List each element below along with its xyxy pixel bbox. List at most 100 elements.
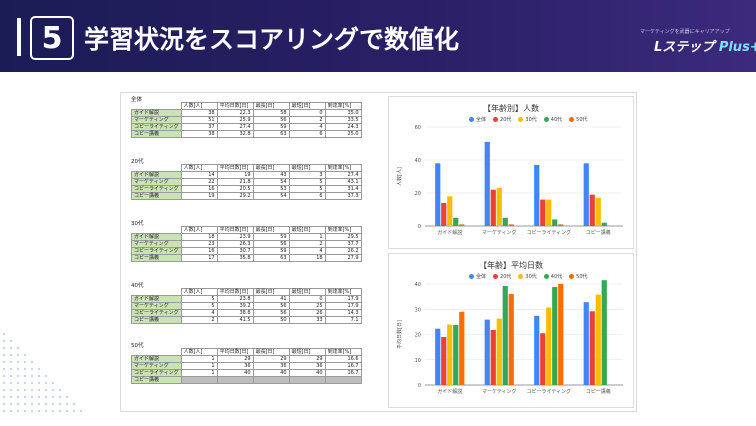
table-cell: 40: [216, 369, 254, 377]
column-header: 平均日数[日]: [216, 164, 254, 172]
decor-dot: [37, 402, 41, 406]
column-header: 到達率[%]: [324, 226, 362, 234]
column-header: 最長[日]: [252, 102, 290, 110]
group-title: 全体: [131, 97, 143, 103]
decor-dot: [65, 395, 69, 399]
table-cell: 37.7: [324, 240, 362, 248]
table-row: マーケティング 5 39.2 56 25 17.9: [131, 302, 362, 310]
x-tick-label: ガイド解説: [437, 229, 462, 236]
table-row: コピー講義 38 32.8 63 6 25.0: [131, 130, 362, 138]
logo-tagline: マーケティングを武器にキャリアアップ: [640, 29, 730, 35]
table-cell: 24.3: [324, 123, 362, 131]
x-tick-label: コピーライティング: [526, 388, 571, 395]
row-label: ガイド解説: [131, 171, 182, 179]
column-header: 平均日数[日]: [216, 348, 254, 356]
table-cell: 26: [288, 309, 326, 317]
group-title: 50代: [131, 343, 144, 349]
decor-dot: [16, 360, 20, 364]
table-cell: 18: [288, 254, 326, 262]
table-cell: 41: [252, 295, 290, 303]
table-cell: 19: [180, 192, 218, 200]
bar: [540, 333, 546, 385]
y-tick-label: 10: [415, 358, 421, 364]
group-title: 20代: [131, 159, 144, 165]
table-cell: 1: [288, 233, 326, 241]
decor-dot: [9, 395, 13, 399]
bar: [496, 188, 502, 226]
decor-dot: [2, 402, 6, 406]
chart-average-days-by-age: 【年齢】平均日数 全体 20代 30代 40代 50代 0 10 20 30 40 平均日数[日]…: [388, 253, 634, 408]
legend-label: 30代: [525, 274, 537, 280]
table-header-row: 人数[人] 平均日数[日] 最長[日] 最短[日] 到達率[%]: [132, 226, 362, 234]
table-cell: 19: [216, 171, 254, 179]
decor-dot: [23, 381, 27, 385]
row-label: ガイド解説: [131, 109, 182, 117]
table-cell: 38: [180, 130, 218, 138]
table-cell: 16.6: [324, 355, 362, 363]
table-cell: 22.3: [216, 109, 254, 117]
table-cell: 63: [252, 130, 290, 138]
decor-dot: [30, 395, 34, 399]
table-cell: 56: [252, 302, 290, 310]
x-tick-label: マーケティング: [482, 388, 517, 395]
table-cell: 36: [288, 362, 326, 370]
header-blank-cell: [132, 165, 182, 172]
table-cell: [216, 376, 254, 384]
legend-item: 40代: [543, 116, 562, 123]
column-header: 最短[日]: [288, 348, 326, 356]
decor-dot: [23, 409, 27, 413]
column-header: 最短[日]: [288, 288, 326, 296]
decor-dot: [2, 339, 6, 343]
decor-dot: [51, 381, 55, 385]
column-header: 到達率[%]: [324, 288, 362, 296]
decor-dot: [37, 409, 41, 413]
legend-label: 全体: [476, 274, 487, 280]
y-tick-label: 20: [415, 191, 421, 197]
decor-dot: [37, 381, 41, 385]
table-row: コピーライティング 16 30.7 59 4 26.2: [131, 247, 362, 255]
decor-dot: [16, 374, 20, 378]
table-row: ガイド解説 1 29 29 29 16.6: [131, 355, 362, 363]
decor-dot: [44, 388, 48, 392]
decor-dot: [2, 353, 6, 357]
column-header: 平均日数[日]: [216, 102, 254, 110]
bar: [601, 222, 607, 226]
table-cell: 41.5: [216, 316, 254, 324]
table-cell: 43: [252, 171, 290, 179]
bar: [534, 164, 540, 226]
y-tick-label: 0: [418, 224, 421, 230]
bar: [490, 329, 496, 385]
decor-dot: [72, 409, 76, 413]
legend-item: 全体: [469, 116, 486, 123]
column-header: 最長[日]: [252, 164, 290, 172]
decor-dot: [58, 402, 62, 406]
x-tick-label: コピー講義: [586, 388, 611, 395]
table-row: コピー講義 19 29.2 54 6 37.3: [131, 192, 362, 200]
bar: [558, 284, 564, 385]
decor-dot: [44, 402, 48, 406]
table-cell: 2: [288, 116, 326, 124]
table-header-row: 人数[人] 平均日数[日] 最長[日] 最短[日] 到達率[%]: [132, 164, 362, 172]
table-row: マーケティング 22 21.8 54 5 43.1: [131, 178, 362, 186]
header-blank-cell: [132, 103, 182, 110]
decor-dot: [9, 374, 13, 378]
bar: [552, 287, 558, 385]
table-row: マーケティング 23 26.3 56 2 37.7: [131, 240, 362, 248]
screenshot-panel: 全体 人数[人] 平均日数[日] 最長[日] 最短[日] 到達率[%] ガイド解説 38 22.…: [120, 92, 637, 412]
decor-dot: [9, 381, 13, 385]
column-header: 最短[日]: [288, 102, 326, 110]
row-label: マーケティング: [131, 116, 182, 124]
table-cell: 56: [252, 116, 290, 124]
row-label: ガイド解説: [131, 295, 182, 303]
row-label: コピー講義: [131, 130, 182, 138]
decor-dot: [23, 353, 27, 357]
group-title: 30代: [131, 221, 144, 227]
decor-dot: [16, 346, 20, 350]
legend-label: 30代: [525, 117, 537, 123]
row-label: マーケティング: [131, 240, 182, 248]
row-label: マーケティング: [131, 362, 182, 370]
decor-dot: [72, 402, 76, 406]
table-cell: 6: [288, 192, 326, 200]
table-cell: 5: [288, 185, 326, 193]
table-cell: 33.5: [324, 116, 362, 124]
